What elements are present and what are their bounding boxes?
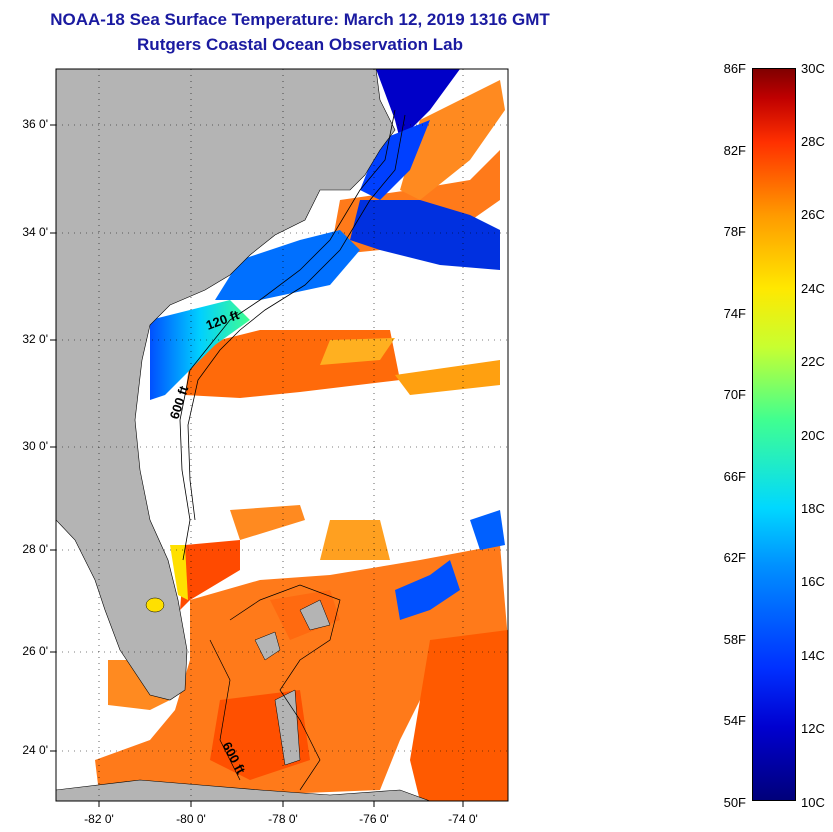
lat-label: 30 0' xyxy=(22,439,48,453)
lat-label: 24 0' xyxy=(22,743,48,757)
colorbar-f-label: 70F xyxy=(723,387,746,402)
colorbar-f-label: 82F xyxy=(723,143,746,158)
cold-water-patch xyxy=(215,230,360,300)
colorbar-f-label: 78F xyxy=(723,224,746,239)
island xyxy=(274,689,301,766)
colorbar-f-label: 58F xyxy=(723,632,746,647)
lat-label: 34 0' xyxy=(22,225,48,239)
colorbar-f-label: 66F xyxy=(723,469,746,484)
cold-water-patch xyxy=(150,300,250,400)
colorbar-c-label: 14C xyxy=(801,648,825,663)
map-title: NOAA-18 Sea Surface Temperature: March 1… xyxy=(50,10,550,29)
lon-label: -82 0' xyxy=(84,812,114,826)
depth-contour xyxy=(209,639,241,781)
colorbar-c-label: 16C xyxy=(801,574,825,589)
warm-water-patch xyxy=(320,338,395,365)
colorbar-c-label: 30C xyxy=(801,61,825,76)
land-mass xyxy=(56,779,431,801)
colorbar-c-label: 22C xyxy=(801,354,825,369)
land-mass xyxy=(56,69,396,701)
depth-contour xyxy=(179,109,396,561)
warm-water-patch xyxy=(230,505,305,540)
colorbar-f-label: 86F xyxy=(723,61,746,76)
island xyxy=(254,631,281,661)
colorbar-c-label: 28C xyxy=(801,134,825,149)
island xyxy=(299,599,331,631)
warm-water-patch xyxy=(410,630,508,801)
colorbar-f-label: 62F xyxy=(723,550,746,565)
lat-label: 32 0' xyxy=(22,332,48,346)
cold-water-patch xyxy=(470,510,505,550)
lon-label: -74 0' xyxy=(448,812,478,826)
cold-water-patch xyxy=(360,120,430,200)
colorbar-c-label: 18C xyxy=(801,501,825,516)
cold-water-patch xyxy=(350,200,500,270)
lat-label: 28 0' xyxy=(22,542,48,556)
colorbar-f-label: 74F xyxy=(723,306,746,321)
colorbar-c-label: 24C xyxy=(801,281,825,296)
lake-okeechobee xyxy=(145,597,165,613)
colorbar-c-label: 12C xyxy=(801,721,825,736)
colorbar-c-label: 26C xyxy=(801,207,825,222)
axis-ticks xyxy=(50,124,464,807)
colorbar-c-label: 20C xyxy=(801,428,825,443)
lon-label: -76 0' xyxy=(359,812,389,826)
graticule xyxy=(56,69,508,801)
lon-label: -78 0' xyxy=(268,812,298,826)
colorbar-c-label: 10C xyxy=(801,795,825,810)
depth-contour xyxy=(229,584,341,791)
map-frame xyxy=(55,68,509,802)
temperature-colorbar xyxy=(752,68,796,801)
cold-water-patch xyxy=(376,69,460,140)
warm-water-patch xyxy=(180,540,240,610)
colorbar-f-label: 54F xyxy=(723,713,746,728)
warm-water-patch xyxy=(400,80,505,200)
cold-water-patch xyxy=(395,560,460,620)
map-subtitle: Rutgers Coastal Ocean Observation Lab xyxy=(137,35,463,54)
warm-water-patch xyxy=(395,360,500,395)
warm-water-patch xyxy=(320,520,390,560)
lon-label: -80 0' xyxy=(176,812,206,826)
colorbar-f-label: 50F xyxy=(723,795,746,810)
lat-label: 36 0' xyxy=(22,117,48,131)
lat-label: 26 0' xyxy=(22,644,48,658)
